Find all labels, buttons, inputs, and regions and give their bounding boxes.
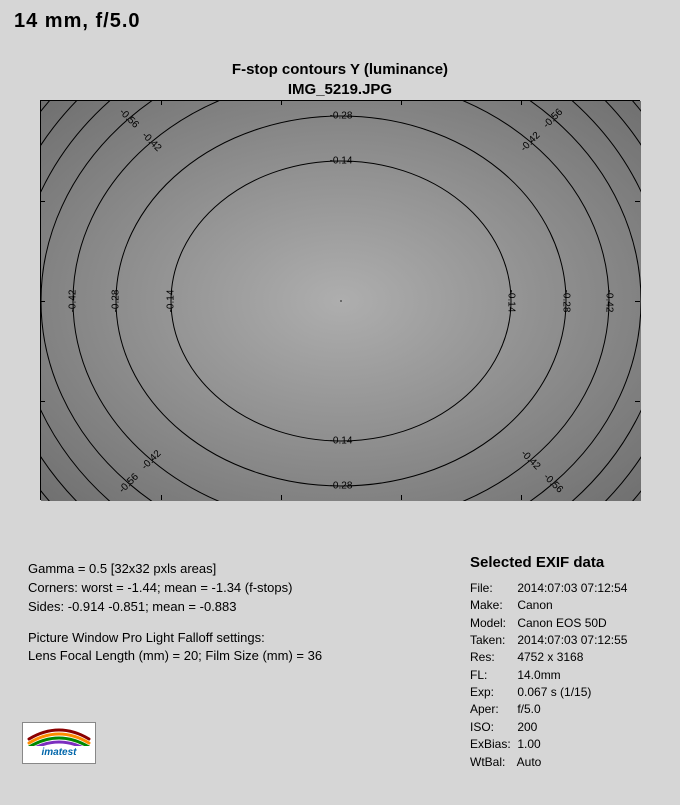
chart-title: F-stop contours Y (luminance) IMG_5219.J… bbox=[0, 60, 680, 99]
exif-val: Canon bbox=[514, 598, 553, 612]
exif-val: f/5.0 bbox=[514, 702, 541, 716]
svg-text:-0.42: -0.42 bbox=[603, 290, 614, 313]
exif-row: File: 2014:07:03 07:12:54 bbox=[470, 580, 627, 597]
svg-text:-0.14: -0.14 bbox=[330, 436, 353, 447]
exif-val: Auto bbox=[514, 755, 541, 769]
chart-title-line2: IMG_5219.JPG bbox=[0, 80, 680, 100]
pw-line: Lens Focal Length (mm) = 20; Film Size (… bbox=[28, 647, 322, 666]
pw-title: Picture Window Pro Light Falloff setting… bbox=[28, 629, 322, 648]
exif-key: ExBias: bbox=[470, 736, 514, 753]
exif-data: Selected EXIF data File: 2014:07:03 07:1… bbox=[470, 552, 627, 771]
exif-row: ISO: 200 bbox=[470, 719, 627, 736]
exif-key: Exp: bbox=[470, 684, 514, 701]
analysis-info: Gamma = 0.5 [32x32 pxls areas] Corners: … bbox=[28, 560, 322, 666]
exif-key: Make: bbox=[470, 597, 514, 614]
exif-row: Aper: f/5.0 bbox=[470, 701, 627, 718]
page-header: 14 mm, f/5.0 bbox=[14, 10, 141, 33]
exif-row: WtBal: Auto bbox=[470, 754, 627, 771]
exif-val: 14.0mm bbox=[514, 668, 561, 682]
exif-val: 0.067 s (1/15) bbox=[514, 685, 591, 699]
sides-line: Sides: -0.914 -0.851; mean = -0.883 bbox=[28, 598, 322, 617]
svg-text:-0.28: -0.28 bbox=[330, 111, 353, 122]
contour-chart: -0.14 -0.14 -0.14 -0.14 -0.28 -0.28 -0.28 -0.28… bbox=[40, 100, 640, 500]
exif-val: 200 bbox=[514, 720, 537, 734]
exif-row: Make: Canon bbox=[470, 597, 627, 614]
imatest-logo: imatest bbox=[22, 722, 96, 764]
exif-val: 2014:07:03 07:12:55 bbox=[514, 633, 627, 647]
exif-row: ExBias: 1.00 bbox=[470, 736, 627, 753]
svg-text:-0.14: -0.14 bbox=[505, 290, 516, 313]
exif-key: Aper: bbox=[470, 701, 514, 718]
svg-text:-0.28: -0.28 bbox=[330, 481, 353, 492]
exif-val: 1.00 bbox=[514, 737, 541, 751]
svg-text:-0.28: -0.28 bbox=[560, 290, 571, 313]
svg-text:-0.14: -0.14 bbox=[330, 156, 353, 167]
logo-text: imatest bbox=[27, 747, 91, 758]
svg-text:-0.14: -0.14 bbox=[166, 289, 177, 312]
exif-key: Taken: bbox=[470, 632, 514, 649]
gamma-line: Gamma = 0.5 [32x32 pxls areas] bbox=[28, 560, 322, 579]
exif-val: 2014:07:03 07:12:54 bbox=[514, 581, 627, 595]
exif-row: Res: 4752 x 3168 bbox=[470, 649, 627, 666]
exif-title: Selected EXIF data bbox=[470, 552, 627, 574]
svg-text:-0.28: -0.28 bbox=[111, 289, 122, 312]
logo-arcs-icon bbox=[27, 726, 91, 746]
svg-text:-0.42: -0.42 bbox=[68, 289, 79, 312]
exif-key: ISO: bbox=[470, 719, 514, 736]
exif-val: 4752 x 3168 bbox=[514, 650, 583, 664]
exif-key: FL: bbox=[470, 667, 514, 684]
contour-svg: -0.14 -0.14 -0.14 -0.14 -0.28 -0.28 -0.28 -0.28… bbox=[41, 101, 641, 501]
exif-key: Model: bbox=[470, 615, 514, 632]
corners-line: Corners: worst = -1.44; mean = -1.34 (f-… bbox=[28, 579, 322, 598]
exif-val: Canon EOS 50D bbox=[514, 616, 607, 630]
exif-row: Model: Canon EOS 50D bbox=[470, 615, 627, 632]
exif-row: Exp: 0.067 s (1/15) bbox=[470, 684, 627, 701]
exif-key: Res: bbox=[470, 649, 514, 666]
exif-row: Taken: 2014:07:03 07:12:55 bbox=[470, 632, 627, 649]
exif-key: File: bbox=[470, 580, 514, 597]
chart-title-line1: F-stop contours Y (luminance) bbox=[0, 60, 680, 80]
exif-row: FL: 14.0mm bbox=[470, 667, 627, 684]
exif-key: WtBal: bbox=[470, 754, 514, 771]
